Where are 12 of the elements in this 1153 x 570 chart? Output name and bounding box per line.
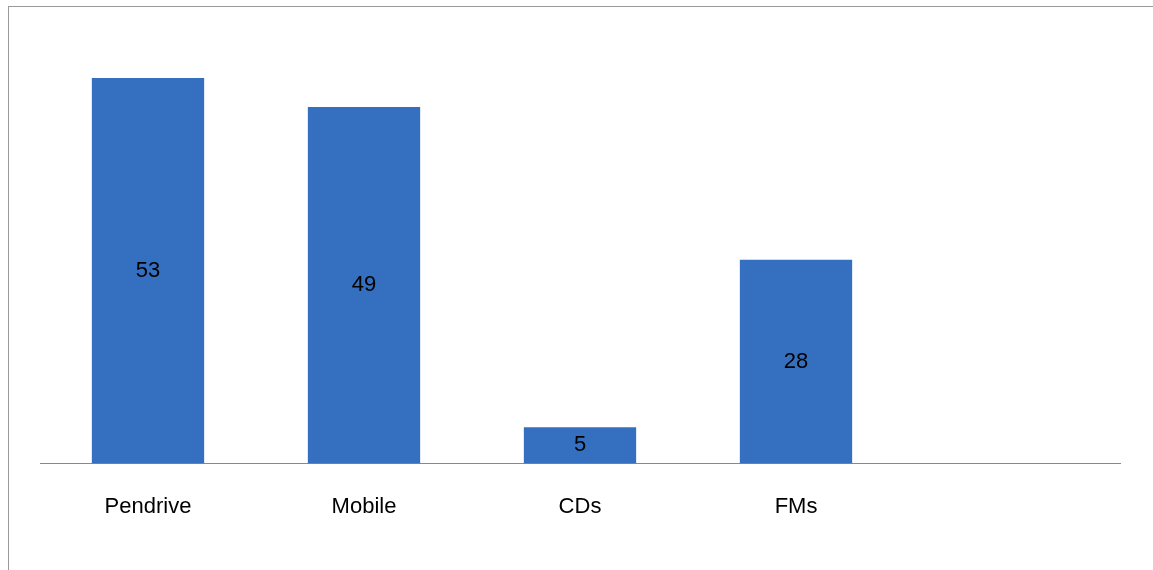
bar	[739, 259, 853, 464]
data-label: 49	[351, 271, 377, 297]
data-label: 5	[573, 431, 587, 457]
data-label: 53	[135, 256, 161, 282]
x-tick-label: CDs	[558, 492, 602, 518]
bar	[523, 427, 637, 464]
bar	[307, 107, 421, 464]
bar	[91, 77, 205, 464]
data-label: 28	[783, 347, 809, 373]
x-tick-label: Mobile	[331, 492, 397, 518]
x-tick-label: Pendrive	[104, 492, 192, 518]
x-tick-label: FMs	[774, 492, 818, 518]
